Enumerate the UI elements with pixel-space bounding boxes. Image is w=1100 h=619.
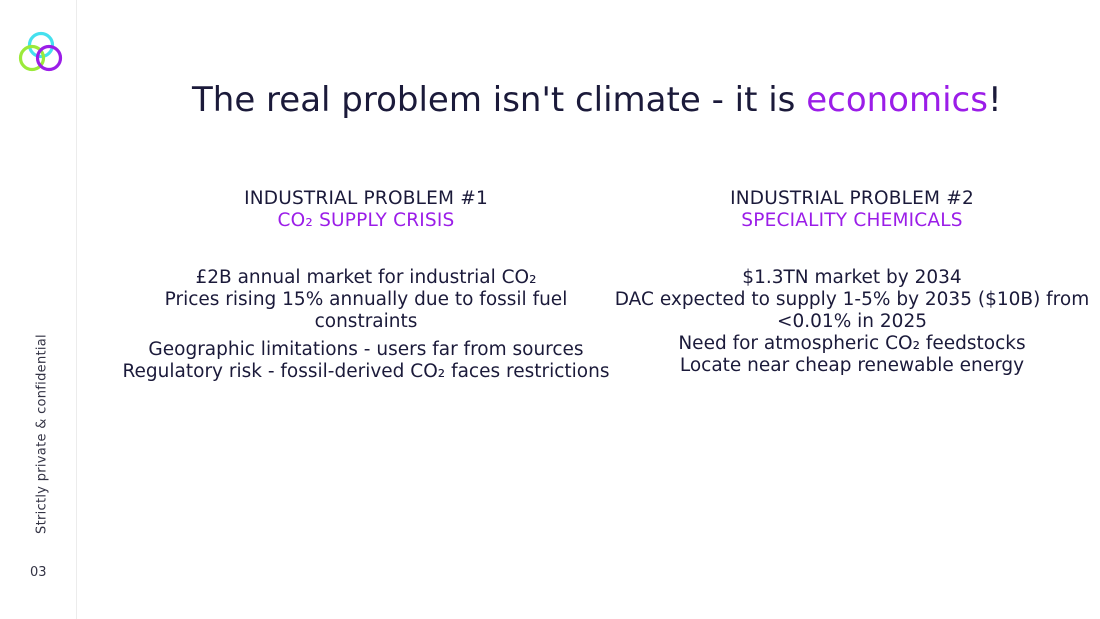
- confidentiality-label: Strictly private & confidential: [34, 334, 50, 534]
- title-prefix: The real problem isn't climate - it is: [192, 80, 807, 120]
- slide-title: The real problem isn't climate - it is e…: [192, 80, 1002, 120]
- problem-column-2: INDUSTRIAL PROBLEM #2 SPECIALITY CHEMICA…: [612, 188, 1092, 377]
- problem-1-heading: INDUSTRIAL PROBLEM #1: [244, 188, 488, 209]
- problem-1-item-1: £2B annual market for industrial CO₂: [195, 267, 537, 288]
- problem-1-list: £2B annual market for industrial CO₂ Pri…: [122, 267, 610, 383]
- title-suffix: !: [987, 80, 1002, 120]
- problem-2-item-2: DAC expected to supply 1-5% by 2035 ($10…: [614, 289, 1090, 332]
- problem-1-item-4: Regulatory risk - fossil-derived CO₂ fac…: [122, 361, 610, 382]
- problem-2-subheading: SPECIALITY CHEMICALS: [741, 210, 963, 231]
- problem-2-list: $1.3TN market by 2034 DAC expected to su…: [612, 267, 1092, 377]
- problem-2-item-4: Locate near cheap renewable energy: [679, 355, 1025, 376]
- company-logo-icon: [18, 31, 63, 72]
- problem-column-1: INDUSTRIAL PROBLEM #1 CO₂ SUPPLY CRISIS …: [122, 188, 610, 383]
- side-rail: Strictly private & confidential 03: [0, 0, 77, 619]
- problem-1-subheading: CO₂ SUPPLY CRISIS: [277, 210, 455, 231]
- problem-1-item-3: Geographic limitations - users far from …: [148, 339, 584, 360]
- title-highlight: economics: [806, 80, 988, 120]
- problem-1-item-2: Prices rising 15% annually due to fossil…: [164, 289, 568, 332]
- problem-2-item-3: Need for atmospheric CO₂ feedstocks: [678, 333, 1026, 354]
- problem-2-item-1: $1.3TN market by 2034: [742, 267, 962, 288]
- problem-2-heading: INDUSTRIAL PROBLEM #2: [730, 188, 974, 209]
- page-number: 03: [30, 565, 47, 580]
